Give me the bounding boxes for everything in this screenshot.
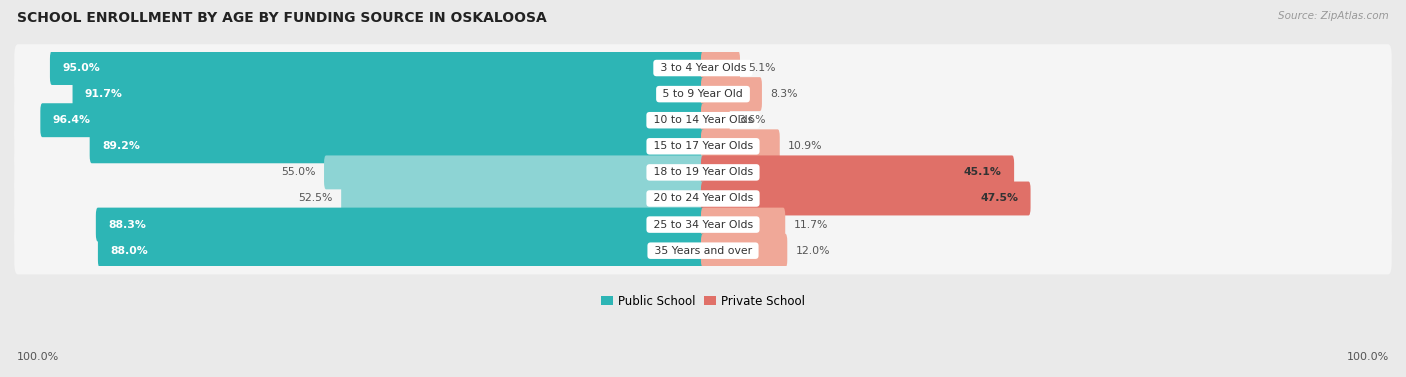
- FancyBboxPatch shape: [342, 182, 704, 215]
- FancyBboxPatch shape: [96, 208, 704, 242]
- FancyBboxPatch shape: [702, 155, 1014, 189]
- Text: 91.7%: 91.7%: [84, 89, 122, 99]
- Text: 15 to 17 Year Olds: 15 to 17 Year Olds: [650, 141, 756, 151]
- Text: 100.0%: 100.0%: [17, 352, 59, 362]
- FancyBboxPatch shape: [51, 51, 704, 85]
- FancyBboxPatch shape: [73, 77, 704, 111]
- Text: 52.5%: 52.5%: [298, 193, 333, 204]
- FancyBboxPatch shape: [702, 77, 762, 111]
- FancyBboxPatch shape: [14, 70, 1392, 118]
- Text: 5.1%: 5.1%: [748, 63, 776, 73]
- Text: 3 to 4 Year Olds: 3 to 4 Year Olds: [657, 63, 749, 73]
- Text: 95.0%: 95.0%: [62, 63, 100, 73]
- Legend: Public School, Private School: Public School, Private School: [600, 294, 806, 308]
- Text: 20 to 24 Year Olds: 20 to 24 Year Olds: [650, 193, 756, 204]
- FancyBboxPatch shape: [702, 103, 730, 137]
- Text: 88.3%: 88.3%: [108, 219, 146, 230]
- Text: 55.0%: 55.0%: [281, 167, 316, 178]
- FancyBboxPatch shape: [702, 51, 740, 85]
- Text: Source: ZipAtlas.com: Source: ZipAtlas.com: [1278, 11, 1389, 21]
- FancyBboxPatch shape: [41, 103, 704, 137]
- Text: 89.2%: 89.2%: [103, 141, 139, 151]
- Text: 25 to 34 Year Olds: 25 to 34 Year Olds: [650, 219, 756, 230]
- FancyBboxPatch shape: [702, 234, 787, 268]
- Text: 45.1%: 45.1%: [965, 167, 1002, 178]
- Text: 8.3%: 8.3%: [770, 89, 797, 99]
- Text: SCHOOL ENROLLMENT BY AGE BY FUNDING SOURCE IN OSKALOOSA: SCHOOL ENROLLMENT BY AGE BY FUNDING SOUR…: [17, 11, 547, 25]
- Text: 12.0%: 12.0%: [796, 246, 830, 256]
- Text: 47.5%: 47.5%: [980, 193, 1018, 204]
- Text: 3.6%: 3.6%: [738, 115, 765, 125]
- FancyBboxPatch shape: [14, 149, 1392, 196]
- FancyBboxPatch shape: [14, 227, 1392, 274]
- FancyBboxPatch shape: [14, 44, 1392, 92]
- Text: 88.0%: 88.0%: [110, 246, 148, 256]
- Text: 96.4%: 96.4%: [52, 115, 90, 125]
- FancyBboxPatch shape: [14, 175, 1392, 222]
- FancyBboxPatch shape: [98, 234, 704, 268]
- FancyBboxPatch shape: [702, 208, 785, 242]
- FancyBboxPatch shape: [702, 129, 780, 163]
- Text: 5 to 9 Year Old: 5 to 9 Year Old: [659, 89, 747, 99]
- Text: 100.0%: 100.0%: [1347, 352, 1389, 362]
- Text: 10 to 14 Year Olds: 10 to 14 Year Olds: [650, 115, 756, 125]
- FancyBboxPatch shape: [14, 201, 1392, 248]
- FancyBboxPatch shape: [14, 123, 1392, 170]
- FancyBboxPatch shape: [702, 182, 1031, 215]
- Text: 11.7%: 11.7%: [793, 219, 828, 230]
- Text: 18 to 19 Year Olds: 18 to 19 Year Olds: [650, 167, 756, 178]
- Text: 10.9%: 10.9%: [787, 141, 823, 151]
- FancyBboxPatch shape: [323, 155, 704, 189]
- Text: 35 Years and over: 35 Years and over: [651, 246, 755, 256]
- FancyBboxPatch shape: [14, 97, 1392, 144]
- FancyBboxPatch shape: [90, 129, 704, 163]
